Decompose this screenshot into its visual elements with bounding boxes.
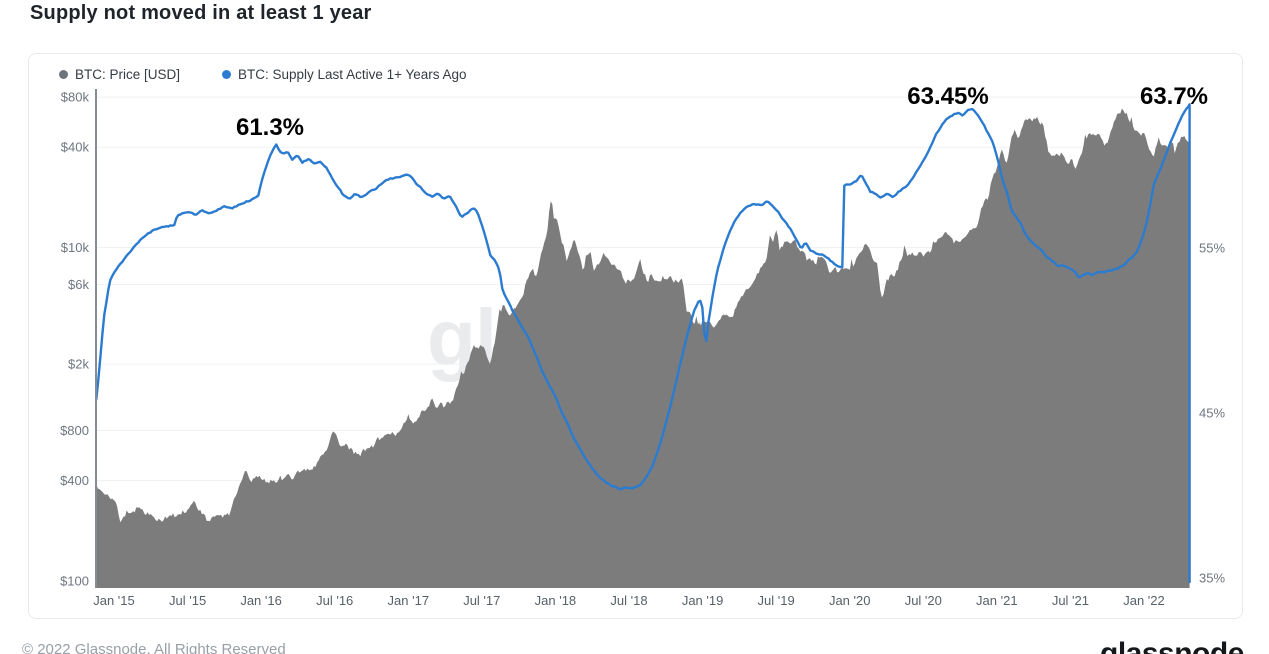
x-axis-tick: Jan '19 bbox=[682, 593, 724, 608]
legend-label-price: BTC: Price [USD] bbox=[75, 67, 181, 82]
right-axis-tick: 45% bbox=[1199, 406, 1225, 421]
left-axis-tick: $400 bbox=[60, 473, 89, 488]
right-axis-tick: 35% bbox=[1199, 571, 1225, 586]
legend-item-price[interactable]: BTC: Price [USD] bbox=[59, 67, 180, 82]
legend-item-supply[interactable]: BTC: Supply Last Active 1+ Years Ago bbox=[222, 67, 467, 82]
btc-price-area[interactable] bbox=[96, 108, 1190, 589]
right-axis-tick: 55% bbox=[1199, 241, 1225, 256]
legend-label-supply: BTC: Supply Last Active 1+ Years Ago bbox=[238, 67, 467, 82]
x-axis-tick: Jan '22 bbox=[1123, 593, 1165, 608]
copyright-text: © 2022 Glassnode, All Rights Reserved bbox=[22, 641, 286, 654]
x-axis-tick: Jan '17 bbox=[388, 593, 430, 608]
left-axis-tick: $40k bbox=[61, 140, 90, 155]
chart-card: glassnode $80k$40k$10k$6k$2k$800$400$100… bbox=[28, 53, 1243, 619]
left-axis-tick: $800 bbox=[60, 423, 89, 438]
x-axis-tick: Jul '16 bbox=[316, 593, 353, 608]
x-axis-tick: Jul '20 bbox=[905, 593, 942, 608]
glassnode-logo[interactable]: glassnode bbox=[1100, 637, 1244, 654]
page-title: Supply not moved in at least 1 year bbox=[30, 2, 372, 24]
left-axis-labels: $80k $40k $10k $6k $2k $800 $400 $100 bbox=[60, 90, 89, 589]
right-axis-labels: 55% 45% 35% bbox=[1199, 241, 1225, 586]
x-axis-tick: Jul '18 bbox=[610, 593, 647, 608]
x-axis-tick: Jan '20 bbox=[829, 593, 871, 608]
left-axis-tick: $2k bbox=[68, 357, 89, 372]
left-axis-tick: $80k bbox=[61, 90, 90, 105]
x-axis-labels: Jan '15 Jul '15 Jan '16 Jul '16 Jan '17 Jul '… bbox=[93, 593, 1165, 608]
x-axis-tick: Jan '21 bbox=[976, 593, 1018, 608]
chart-legend: BTC: Price [USD] BTC: Supply Last Active… bbox=[59, 67, 467, 82]
x-axis-tick: Jul '15 bbox=[169, 593, 206, 608]
x-axis-tick: Jan '18 bbox=[535, 593, 577, 608]
btc-supply-line[interactable] bbox=[95, 103, 1191, 584]
x-axis-tick: Jul '21 bbox=[1052, 593, 1089, 608]
price-series-dot-icon bbox=[59, 70, 68, 79]
supply-series-dot-icon bbox=[222, 70, 232, 79]
x-axis-tick: Jan '16 bbox=[240, 593, 282, 608]
left-axis-tick: $100 bbox=[60, 574, 89, 589]
x-axis-tick: Jan '15 bbox=[93, 593, 135, 608]
x-axis-tick: Jul '17 bbox=[463, 593, 500, 608]
price-supply-chart[interactable]: $80k $40k $10k $6k $2k $800 $400 $100 55% 45% 35% J… bbox=[29, 54, 1242, 618]
left-axis-tick: $6k bbox=[68, 277, 89, 292]
left-axis-tick: $10k bbox=[61, 240, 90, 255]
x-axis-tick: Jul '19 bbox=[758, 593, 795, 608]
